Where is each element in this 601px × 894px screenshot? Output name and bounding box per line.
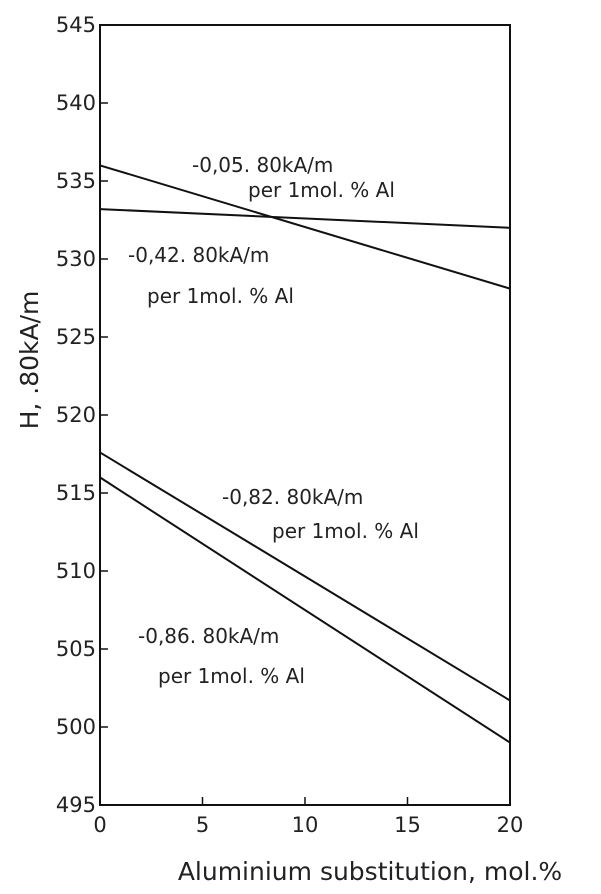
y-tick-label: 510 [56, 559, 96, 583]
annotation-2-line1: -0,42. 80kA/m [128, 243, 269, 267]
annotation-4-line2: per 1mol. % Al [158, 664, 305, 688]
y-tick-label: 535 [56, 169, 96, 193]
y-axis-label: H, .80kA/m [15, 291, 44, 430]
series-line-4 [99, 476, 511, 744]
y-tick-label: 540 [56, 91, 96, 115]
series-line-3 [99, 451, 511, 702]
annotation-1-line2: per 1mol. % Al [248, 178, 395, 202]
y-tick-label: 495 [56, 793, 96, 817]
annotation-3-line1: -0,82. 80kA/m [222, 485, 363, 509]
y-tick-label: 505 [56, 637, 96, 661]
annotation-3-line2: per 1mol. % Al [272, 519, 419, 543]
x-tick-label: 15 [394, 813, 421, 837]
plot-frame [99, 24, 511, 806]
y-tick-label: 545 [56, 13, 96, 37]
y-tick-label: 520 [56, 403, 96, 427]
annotation-4-line1: -0,86. 80kA/m [138, 624, 279, 648]
x-tick-label: 10 [292, 813, 319, 837]
annotation-1-line1: -0,05. 80kA/m [192, 153, 333, 177]
y-tick-label: 515 [56, 481, 96, 505]
x-tick-label: 20 [497, 813, 524, 837]
y-tick-label: 500 [56, 715, 96, 739]
x-tick-label: 0 [93, 813, 106, 837]
x-tick-label: 5 [196, 813, 209, 837]
series-line-2 [99, 164, 511, 290]
y-tick-label: 530 [56, 247, 96, 271]
x-axis-label: Aluminium substitution, mol.% [178, 857, 562, 886]
y-tick-label: 525 [56, 325, 96, 349]
series-line-1 [99, 208, 511, 229]
annotation-2-line2: per 1mol. % Al [147, 284, 294, 308]
